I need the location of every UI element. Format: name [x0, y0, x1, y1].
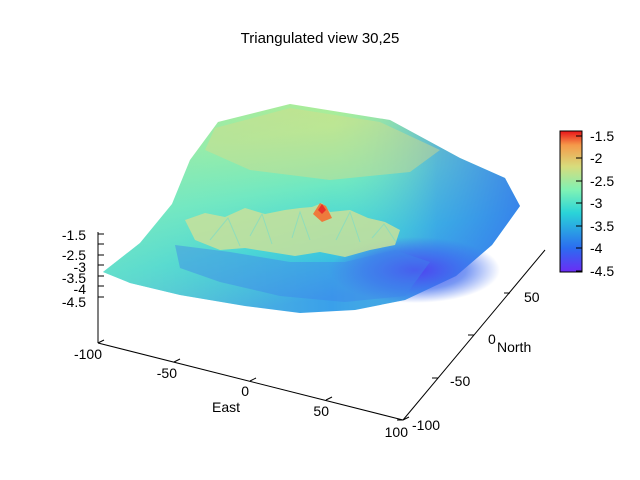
east-ticks [97, 339, 410, 421]
z-ticks [98, 233, 104, 298]
colorbar-tick-label: -2 [590, 150, 603, 166]
southern-trough [175, 245, 430, 302]
z-tick-label: -4 [74, 281, 87, 297]
east-tick-label: -100 [74, 346, 102, 362]
colorbar-tick-label: -2.5 [590, 173, 614, 189]
z-tick-label: -2.5 [62, 247, 86, 263]
colorbar-tick-label: -3.5 [590, 218, 614, 234]
south-east-basin [330, 237, 500, 303]
north-tick-label: 0 [488, 331, 496, 347]
north-tick-label: -50 [450, 373, 470, 389]
ridge-facets [209, 210, 397, 247]
east-tick-label: 50 [313, 403, 329, 419]
colorbar-tick-label: -4.5 [590, 263, 614, 279]
east-axis-line [97, 342, 404, 421]
colorbar: -1.5 -2 -2.5 -3 -3.5 -4 -4.5 [559, 128, 614, 279]
north-axis-label: North [497, 339, 531, 355]
z-tick-label: -1.5 [62, 227, 86, 243]
colorbar-tick-label: -4 [590, 240, 603, 256]
north-plateau [205, 108, 440, 180]
z-tick-label: -4.5 [62, 294, 86, 310]
north-tick-label: -100 [412, 417, 440, 433]
peak-core [318, 204, 326, 214]
east-tick-label: 0 [241, 383, 249, 399]
colorbar-gradient [559, 130, 583, 273]
colorbar-tick-label: -1.5 [590, 128, 614, 144]
north-tick-label: 50 [524, 289, 540, 305]
east-tick-label: -50 [157, 365, 177, 381]
z-tick-label: -3.5 [62, 270, 86, 286]
east-tick-label: 100 [385, 424, 409, 440]
colorbar-tick-label: -3 [590, 195, 603, 211]
north-ticks [397, 292, 510, 421]
east-axis-label: East [212, 399, 240, 415]
surface [103, 104, 520, 313]
z-tick-label: -3 [74, 259, 87, 275]
chart-title: Triangulated view 30,25 [240, 30, 400, 47]
